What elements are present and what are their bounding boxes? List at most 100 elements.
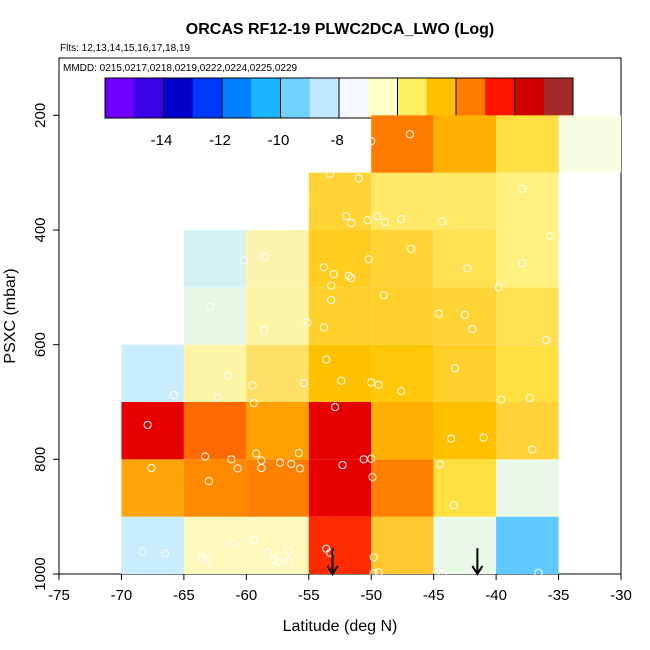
colorbar-tick-label: -12	[209, 132, 231, 149]
heatmap-cell	[433, 172, 497, 230]
down-arrow	[471, 548, 484, 576]
observation-point	[227, 455, 236, 464]
observation-point	[525, 393, 534, 403]
observation-point	[367, 378, 376, 387]
colorbar-bin	[456, 78, 486, 118]
colorbar-bin	[339, 78, 369, 118]
observation-point	[534, 568, 543, 577]
observation-point	[497, 395, 506, 404]
observation-point	[284, 546, 293, 556]
heatmap-cell	[371, 115, 434, 173]
observation-point	[327, 295, 336, 305]
heatmap-cell	[308, 287, 372, 345]
observation-point	[528, 445, 537, 454]
colorbar-bin	[309, 78, 340, 118]
observation-point	[260, 252, 270, 262]
x-tick-label: -55	[298, 587, 320, 604]
observation-point	[518, 184, 527, 193]
colorbar-bin	[105, 78, 135, 118]
observation-point	[397, 387, 406, 396]
heatmap-cell	[183, 459, 247, 517]
observation-point	[161, 549, 170, 558]
observation-point	[287, 459, 296, 469]
observation-point	[405, 130, 415, 139]
heatmap-cell	[558, 115, 621, 173]
heatmap-cell	[308, 402, 372, 460]
heatmap-cell	[308, 516, 372, 574]
observation-point	[325, 548, 335, 557]
observation-point	[369, 553, 378, 562]
heatmap-cell	[496, 402, 559, 460]
heatmap-cell	[433, 115, 497, 173]
observation-point	[344, 271, 353, 280]
x-tick-label: -70	[111, 587, 133, 604]
observation-point	[438, 217, 447, 226]
colorbar-bin	[280, 78, 311, 118]
observation-point	[369, 569, 378, 578]
colorbar-bin	[485, 78, 515, 118]
observation-point	[138, 547, 147, 556]
heatmap-cell	[246, 459, 309, 517]
observation-point	[494, 283, 503, 292]
observation-point	[479, 433, 488, 442]
x-tick-label: -30	[610, 587, 632, 604]
observation-point	[374, 568, 383, 577]
observation-point	[374, 380, 383, 389]
colorbar-bin	[426, 78, 457, 118]
observation-point	[263, 548, 272, 557]
observation-point	[239, 256, 248, 265]
heatmap-cell	[308, 230, 372, 288]
observation-point	[434, 309, 443, 318]
observation-point	[438, 569, 447, 579]
observation-point	[397, 215, 406, 224]
heatmap-cell	[371, 230, 434, 288]
x-tick-label: -60	[235, 587, 257, 604]
observation-point	[364, 255, 373, 264]
heatmap-cell	[246, 402, 309, 460]
observation-point	[545, 231, 554, 240]
observation-point	[257, 456, 266, 465]
observation-point	[379, 291, 388, 300]
observation-point	[295, 464, 305, 473]
observation-point	[468, 325, 477, 334]
observation-point	[319, 263, 328, 272]
heatmap-cell	[246, 287, 309, 345]
heatmap-cell	[496, 344, 559, 402]
y-axis-label: PSXC (mbar)	[2, 268, 19, 363]
observation-point	[463, 264, 472, 273]
heatmap-cell	[121, 516, 184, 574]
x-tick-label: -40	[485, 587, 507, 604]
observation-point	[203, 555, 212, 564]
observation-point	[204, 477, 213, 486]
observation-point	[269, 555, 278, 564]
observation-point	[518, 259, 527, 268]
colorbar-bin	[397, 78, 428, 118]
observation-point	[460, 310, 469, 319]
observation-point	[284, 557, 293, 566]
heatmap-cell	[496, 172, 559, 230]
colorbar-bin	[543, 78, 574, 118]
observation-point	[300, 196, 310, 205]
heatmap-cell	[371, 344, 434, 402]
x-axis: -75 -70 -65 -60 -55 -50 -45 -40 -35 -30	[48, 574, 632, 604]
y-tick-label: 800	[32, 447, 49, 472]
heatmap-cell	[246, 230, 309, 288]
heatmap-cell	[183, 402, 247, 460]
heatmap-cell	[371, 459, 434, 517]
colorbar-bin	[514, 78, 545, 118]
observation-point	[147, 463, 156, 473]
observation-point	[303, 318, 312, 327]
heatmap-cell	[308, 172, 372, 230]
colorbar-bin	[222, 78, 252, 118]
arrow-markers	[326, 548, 484, 576]
heatmap-cell	[433, 230, 497, 288]
colorbar-bin	[134, 78, 164, 118]
observation-point	[223, 371, 232, 380]
heatmap-cell	[121, 402, 184, 460]
x-tick-label: -50	[360, 587, 382, 604]
observation-point	[435, 460, 445, 469]
observation-point	[249, 536, 258, 545]
observation-point	[337, 376, 346, 385]
heatmap-cell	[308, 344, 372, 402]
observation-point	[319, 323, 328, 332]
